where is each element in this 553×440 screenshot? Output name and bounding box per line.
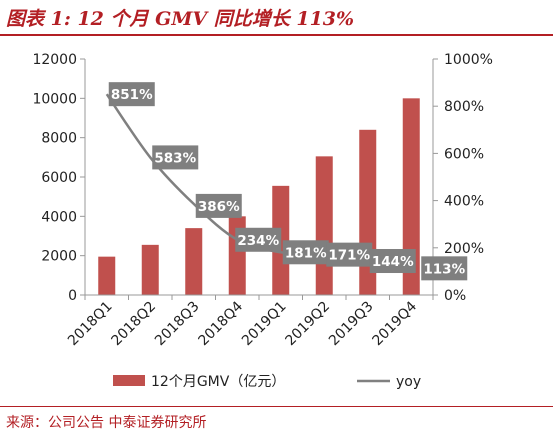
- yoy-label-box: [326, 242, 373, 267]
- right-tick-label: 1000%: [444, 52, 493, 68]
- bar-2018Q1: [98, 256, 116, 295]
- yoy-label-box: [282, 240, 329, 265]
- x-tick-label: 2019Q2: [282, 299, 333, 350]
- bar-2018Q2: [141, 244, 159, 295]
- yoy-label-text: 171%: [328, 248, 370, 264]
- chart-axes: 0 2000 4000 6000 8000 10000 12000 0% 200% 400% 600…: [32, 52, 492, 349]
- left-tick-label: 0: [68, 288, 77, 304]
- yoy-label-box: [195, 193, 242, 218]
- yoy-data-label: 234%: [235, 227, 282, 252]
- x-tick-label: 2018Q3: [152, 299, 203, 350]
- yoy-data-label: 171%: [326, 242, 373, 267]
- source-note: 来源：公司公告 中泰证券研究所: [6, 415, 207, 431]
- yoy-label-text: 386%: [198, 199, 240, 215]
- yoy-data-label: 851%: [108, 82, 155, 107]
- x-tick-label: 2019Q3: [326, 299, 377, 350]
- x-tick-label: 2019Q1: [239, 299, 290, 350]
- legend-swatch-gmv: [113, 375, 145, 386]
- yoy-label-box: [421, 256, 468, 281]
- yoy-label-text: 851%: [111, 87, 153, 103]
- left-tick-label: 4000: [41, 209, 77, 225]
- yoy-data-label: 386%: [195, 193, 242, 218]
- legend-label-gmv: 12个月GMV（亿元）: [151, 374, 285, 390]
- right-tick-label: 200%: [444, 241, 484, 257]
- yoy-data-label: 113%: [421, 256, 468, 281]
- left-tick-label: 8000: [41, 131, 77, 147]
- x-tick-label: 2018Q2: [108, 299, 159, 350]
- yoy-data-label: 583%: [152, 145, 199, 170]
- figure-title: 图表 1: 12 个月 GMV 同比增长 113%: [6, 8, 355, 30]
- yoy-label-box: [235, 227, 282, 252]
- x-tick-label: 2018Q1: [65, 299, 116, 350]
- yoy-label-text: 113%: [423, 261, 465, 277]
- source-rule: [0, 406, 553, 407]
- right-tick-label: 400%: [444, 194, 484, 210]
- x-tick-label: 2018Q4: [195, 298, 246, 349]
- bar-2018Q3: [185, 228, 203, 295]
- yoy-label-box: [152, 145, 199, 170]
- bar-2019Q4: [402, 98, 420, 295]
- yoy-label-text: 583%: [154, 150, 196, 166]
- chart-legend: 12个月GMV（亿元） yoy: [113, 374, 421, 390]
- x-tick-label: 2019Q4: [369, 298, 420, 349]
- yoy-data-label: 181%: [282, 240, 329, 265]
- title-underline: [0, 34, 553, 36]
- bar-2019Q2: [315, 156, 333, 295]
- left-tick-label: 10000: [32, 91, 77, 107]
- gmv-yoy-combo-chart: 0 2000 4000 6000 8000 10000 12000 0% 200% 400% 600…: [32, 52, 492, 390]
- yoy-data-labels: 851% 583% 386% 234% 181% 171% 144% 113%: [108, 82, 468, 281]
- yoy-label-text: 144%: [372, 254, 414, 270]
- right-tick-label: 600%: [444, 146, 484, 162]
- left-tick-label: 2000: [41, 249, 77, 265]
- yoy-label-box: [108, 82, 155, 107]
- yoy-label-text: 181%: [285, 245, 327, 261]
- right-tick-label: 800%: [444, 99, 484, 115]
- left-tick-label: 6000: [41, 170, 77, 186]
- right-tick-label: 0%: [444, 288, 466, 304]
- left-tick-label: 12000: [32, 52, 77, 68]
- yoy-data-label: 144%: [369, 249, 416, 274]
- yoy-label-box: [369, 249, 416, 274]
- yoy-label-text: 234%: [237, 233, 279, 249]
- legend-label-yoy: yoy: [396, 374, 421, 390]
